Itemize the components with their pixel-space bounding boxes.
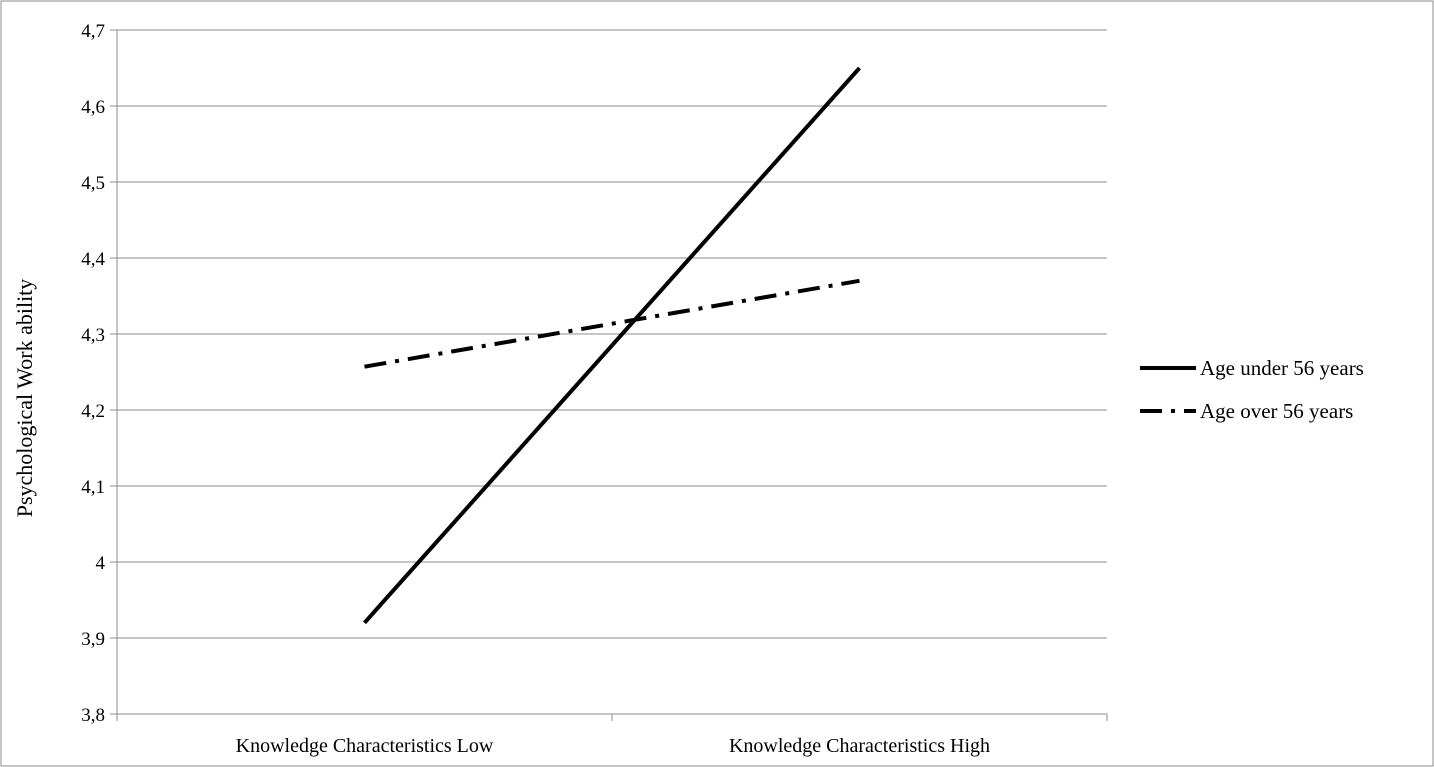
legend: Age under 56 years Age over 56 years (1140, 356, 1364, 423)
axes: 3,8 3,9 4 4,1 4,2 4,3 4,4 4,5 4,6 4,7 Knowledge Ch… (81, 21, 1108, 757)
gridlines (117, 29, 1107, 639)
y-tick-label: 4,1 (81, 477, 105, 498)
y-tick-label: 4,6 (81, 97, 105, 118)
series-line-1 (363, 66, 861, 625)
legend-label: Age over 56 years (1200, 399, 1353, 423)
y-axis-title: Psychological Work ability (12, 279, 37, 518)
y-tick-label: 4,7 (81, 21, 105, 42)
series-lines (363, 66, 861, 625)
y-tick-label: 4,3 (81, 325, 105, 346)
x-tick-label: Knowledge Characteristics High (729, 735, 990, 757)
y-tick-label: 3,8 (81, 705, 105, 726)
legend-label: Age under 56 years (1200, 356, 1364, 380)
y-tick-label: 4 (96, 553, 106, 574)
series-line-2 (364, 278, 860, 369)
y-tick-label: 4,2 (81, 401, 105, 422)
y-tick-label: 4,4 (81, 249, 105, 270)
y-tick-label: 3,9 (81, 629, 105, 650)
y-tick-label: 4,5 (81, 173, 105, 194)
x-tick-label: Knowledge Characteristics Low (236, 735, 494, 757)
